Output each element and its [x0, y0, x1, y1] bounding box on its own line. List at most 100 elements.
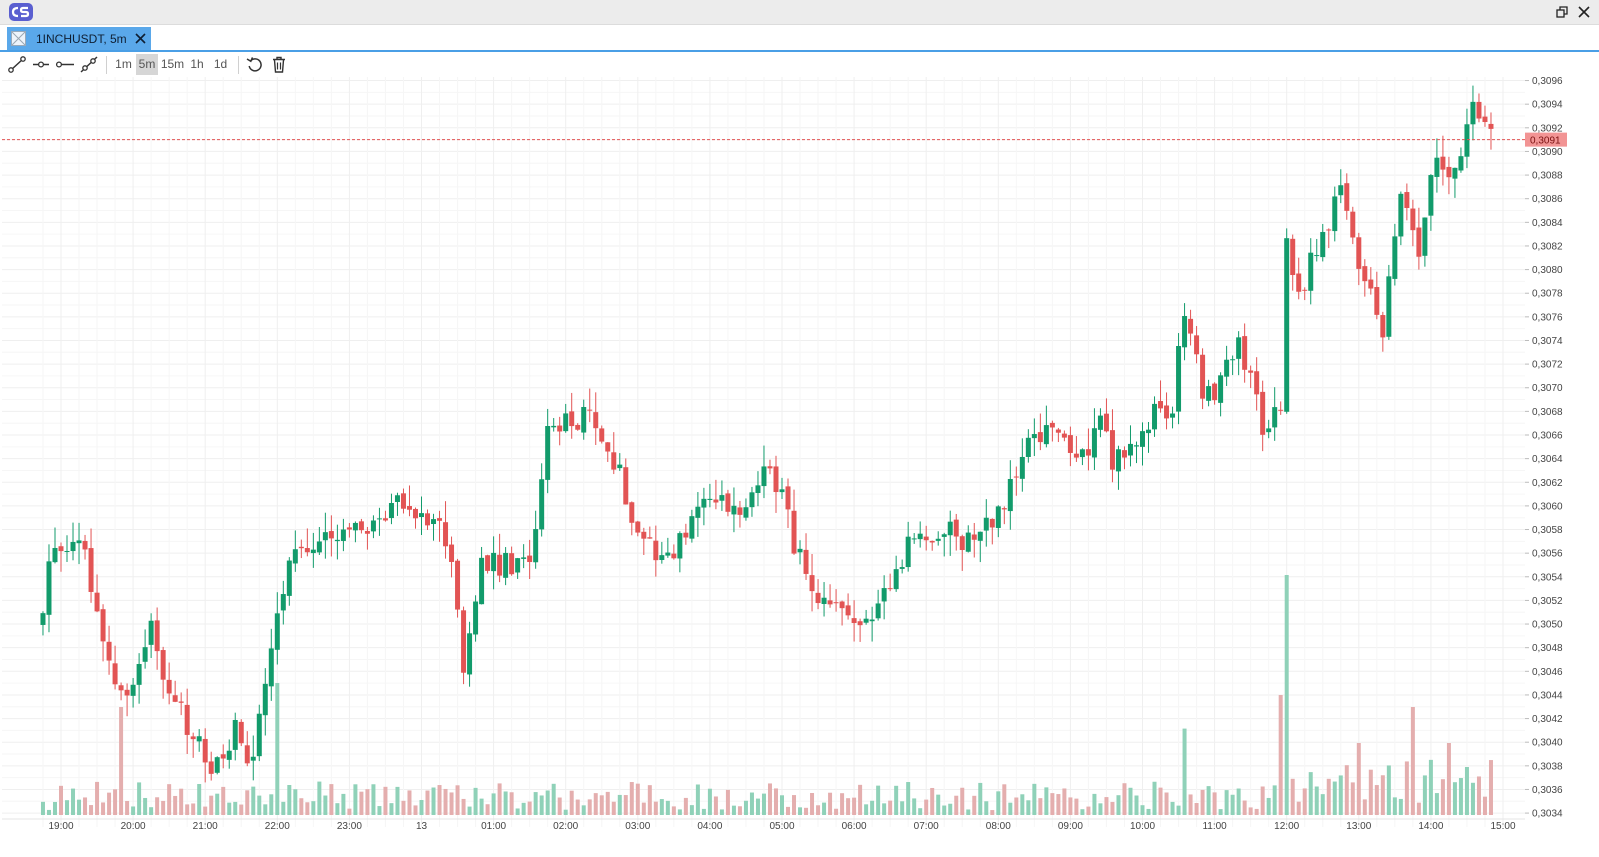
- volume-bar: [1116, 795, 1121, 815]
- volume-bar: [617, 794, 622, 815]
- volume-bar: [1284, 575, 1289, 815]
- volume-bar: [1110, 801, 1115, 815]
- candle-up: [340, 529, 346, 541]
- volume-bar: [1452, 782, 1457, 815]
- volume-bar: [1056, 794, 1061, 815]
- candle-down: [725, 493, 731, 512]
- volume-bar: [990, 810, 995, 815]
- volume-bar: [1146, 808, 1151, 815]
- candle-up: [1284, 238, 1290, 412]
- volume-bar: [149, 807, 154, 815]
- volume-bar: [1464, 766, 1469, 815]
- window-close-icon[interactable]: [1575, 3, 1593, 21]
- volume-bar: [743, 800, 748, 815]
- candle-down: [683, 532, 689, 538]
- volume-bar: [317, 781, 322, 815]
- toolbar-separator: [238, 56, 239, 74]
- ray-icon[interactable]: [54, 54, 76, 75]
- candle-up: [316, 541, 322, 553]
- volume-bar: [137, 782, 142, 815]
- candle-up: [479, 557, 485, 605]
- timeframe-15m[interactable]: 15m: [160, 57, 185, 71]
- volume-bar: [737, 806, 742, 815]
- trash-icon[interactable]: [268, 54, 290, 75]
- volume-bar: [1332, 781, 1337, 815]
- reset-icon[interactable]: [244, 54, 266, 75]
- volume-bar: [984, 801, 989, 815]
- candle-down: [1482, 116, 1488, 123]
- volume-bar: [858, 784, 863, 815]
- candle-down: [328, 531, 334, 539]
- timeframe-1m[interactable]: 1m: [115, 57, 132, 71]
- candle-up: [1043, 425, 1049, 445]
- price-tick-label: 0,3048: [1532, 643, 1563, 654]
- time-tick-label: 05:00: [769, 821, 794, 832]
- timeframe-5m[interactable]: 5m: [136, 54, 158, 75]
- candle-up: [1218, 375, 1224, 403]
- trend-line-icon[interactable]: [6, 54, 28, 75]
- volume-bar: [792, 795, 797, 815]
- candle-up: [677, 533, 683, 559]
- candle-up: [821, 597, 827, 605]
- extended-line-icon[interactable]: [78, 54, 100, 75]
- volume-bar: [491, 793, 496, 815]
- time-tick-label: 02:00: [553, 821, 578, 832]
- candle-down: [1380, 315, 1386, 338]
- candle-up: [1031, 434, 1037, 439]
- candle-up: [1146, 429, 1152, 434]
- candle-up: [563, 413, 569, 432]
- candle-down: [1013, 476, 1019, 478]
- window-restore-icon[interactable]: [1553, 3, 1571, 21]
- volume-bar: [1212, 792, 1217, 815]
- volume-bar: [1104, 797, 1109, 815]
- timeframe-1d[interactable]: 1d: [213, 57, 228, 71]
- timeframe-1h[interactable]: 1h: [190, 57, 204, 71]
- candle-up: [1236, 337, 1242, 359]
- volume-bar: [1374, 785, 1379, 815]
- volume-bar: [1350, 782, 1355, 815]
- volume-bar: [389, 803, 394, 815]
- volume-bar: [695, 784, 700, 815]
- candle-down: [989, 518, 995, 528]
- volume-bar: [281, 801, 286, 815]
- horizontal-ray-icon[interactable]: [30, 54, 52, 75]
- candlestick-chart[interactable]: 0,3091 0,30340,30360,30380,30400,30420,3…: [0, 77, 1599, 857]
- volume-bar: [65, 800, 70, 815]
- tab-1inchusdt[interactable]: 1INCHUSDT, 5m: [7, 27, 151, 50]
- candle-up: [1428, 175, 1434, 216]
- volume-bar: [275, 683, 280, 815]
- candle-up: [1152, 403, 1158, 430]
- volume-bar: [359, 791, 364, 815]
- candle-down: [461, 610, 467, 673]
- volume-bar: [1164, 792, 1169, 815]
- time-tick-label: 04:00: [697, 821, 722, 832]
- candle-down: [569, 411, 575, 427]
- candle-down: [118, 685, 124, 691]
- price-tick-label: 0,3062: [1532, 478, 1563, 489]
- candle-up: [40, 613, 46, 625]
- candle-up: [515, 558, 521, 573]
- volume-bar: [431, 787, 436, 815]
- volume-bar: [1152, 781, 1157, 815]
- price-tick-label: 0,3038: [1532, 761, 1563, 772]
- candle-down: [82, 540, 88, 550]
- candle-down: [346, 527, 352, 530]
- time-tick-label: 19:00: [48, 821, 73, 832]
- volume-bar: [1080, 809, 1085, 815]
- price-tick-label: 0,3064: [1532, 454, 1563, 465]
- price-tick-label: 0,3078: [1532, 289, 1563, 300]
- volume-bar: [840, 793, 845, 815]
- volume-bar: [1290, 778, 1295, 815]
- volume-bar: [107, 792, 112, 815]
- volume-bar: [635, 783, 640, 815]
- candles: [40, 85, 1494, 783]
- candle-down: [106, 641, 112, 661]
- candle-down: [425, 513, 431, 526]
- volume-bar: [593, 793, 598, 815]
- price-tick-label: 0,3068: [1532, 407, 1563, 418]
- volume-bar: [1482, 796, 1487, 815]
- volume-bar: [407, 790, 412, 815]
- candle-up: [310, 549, 316, 554]
- volume-bar: [221, 786, 226, 815]
- close-icon[interactable]: [133, 31, 148, 46]
